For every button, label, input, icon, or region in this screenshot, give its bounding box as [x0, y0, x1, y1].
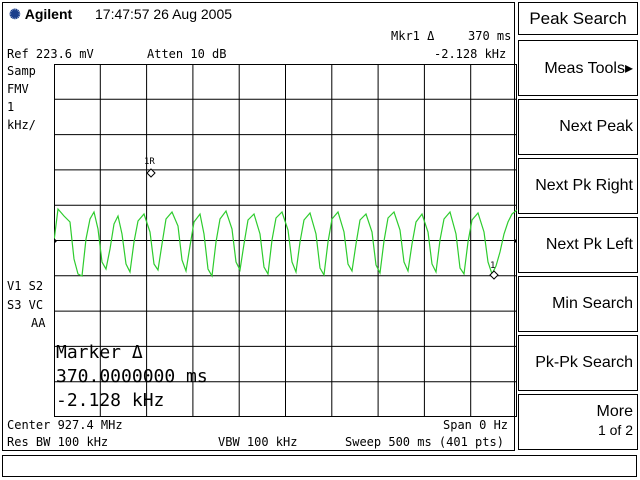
scale-value: 1 [7, 100, 15, 114]
marker-readout-label: Mkr1 Δ [391, 29, 435, 43]
marker-box-title: Marker Δ [56, 342, 143, 363]
softkey-next-pk-left[interactable]: Next Pk Left [518, 217, 638, 273]
analyzer-screen: ✺ Agilent 17:47:57 26 Aug 2005 Mkr1 Δ 370… [2, 2, 517, 451]
span: Span 0 Hz [443, 418, 509, 432]
fm-trace [54, 207, 517, 278]
ref-marker-diamond[interactable] [146, 168, 156, 178]
softkey-next-pk-right[interactable]: Next Pk Right [518, 158, 638, 214]
delta-marker-diamond[interactable] [489, 270, 499, 280]
marker-readout-time: 370 ms [468, 29, 512, 43]
trace-flags-s3vc: S3 VC [7, 298, 44, 312]
softkey-min-search[interactable]: Min Search [518, 276, 638, 332]
scale-unit: kHz/ [7, 118, 36, 132]
softkey-meas-tools[interactable]: Meas Tools▸ [518, 40, 638, 96]
marker-readout-freq: -2.128 kHz [434, 47, 507, 61]
trace-flags-v1s2: V1 S2 [7, 279, 44, 293]
center-frequency: Center 927.4 MHz [7, 418, 123, 432]
softkey-more-page: 1 of 2 [597, 422, 633, 438]
marker-box-time: 370.0000000 ms [56, 366, 208, 387]
softkey-pk-pk-search[interactable]: Pk-Pk Search [518, 335, 638, 391]
datetime: 17:47:57 26 Aug 2005 [95, 6, 233, 22]
detector-samp: Samp [7, 64, 36, 78]
video-bandwidth: VBW 100 kHz [218, 435, 298, 449]
sweep-time: Sweep 500 ms (401 pts) [345, 435, 504, 449]
trace-flags-aa: AA [31, 316, 46, 330]
left-ref-arrow [54, 238, 57, 244]
softkey-next-peak[interactable]: Next Peak [518, 99, 638, 155]
right-ref-arrow [514, 238, 517, 244]
fm-mode: FMV [7, 82, 29, 96]
ref-marker-label: 1R [144, 157, 155, 167]
marker-box-freq: -2.128 kHz [56, 390, 165, 411]
attenuation: Atten 10 dB [147, 47, 227, 61]
softkey-more[interactable]: More 1 of 2 [518, 394, 638, 450]
reference-level: Ref 223.6 mV [7, 47, 94, 61]
graticule-lines [54, 64, 517, 417]
resolution-bandwidth: Res BW 100 kHz [7, 435, 109, 449]
softkey-more-label: More [596, 403, 633, 420]
softkey-menu-title: Peak Search [518, 2, 638, 35]
agilent-logo: ✺ Agilent [9, 6, 73, 22]
delta-marker-label: 1 [490, 261, 495, 271]
agilent-spark-icon: ✺ [9, 6, 21, 22]
display-graticule: 1R 1 [54, 64, 517, 417]
status-bar [2, 455, 637, 477]
